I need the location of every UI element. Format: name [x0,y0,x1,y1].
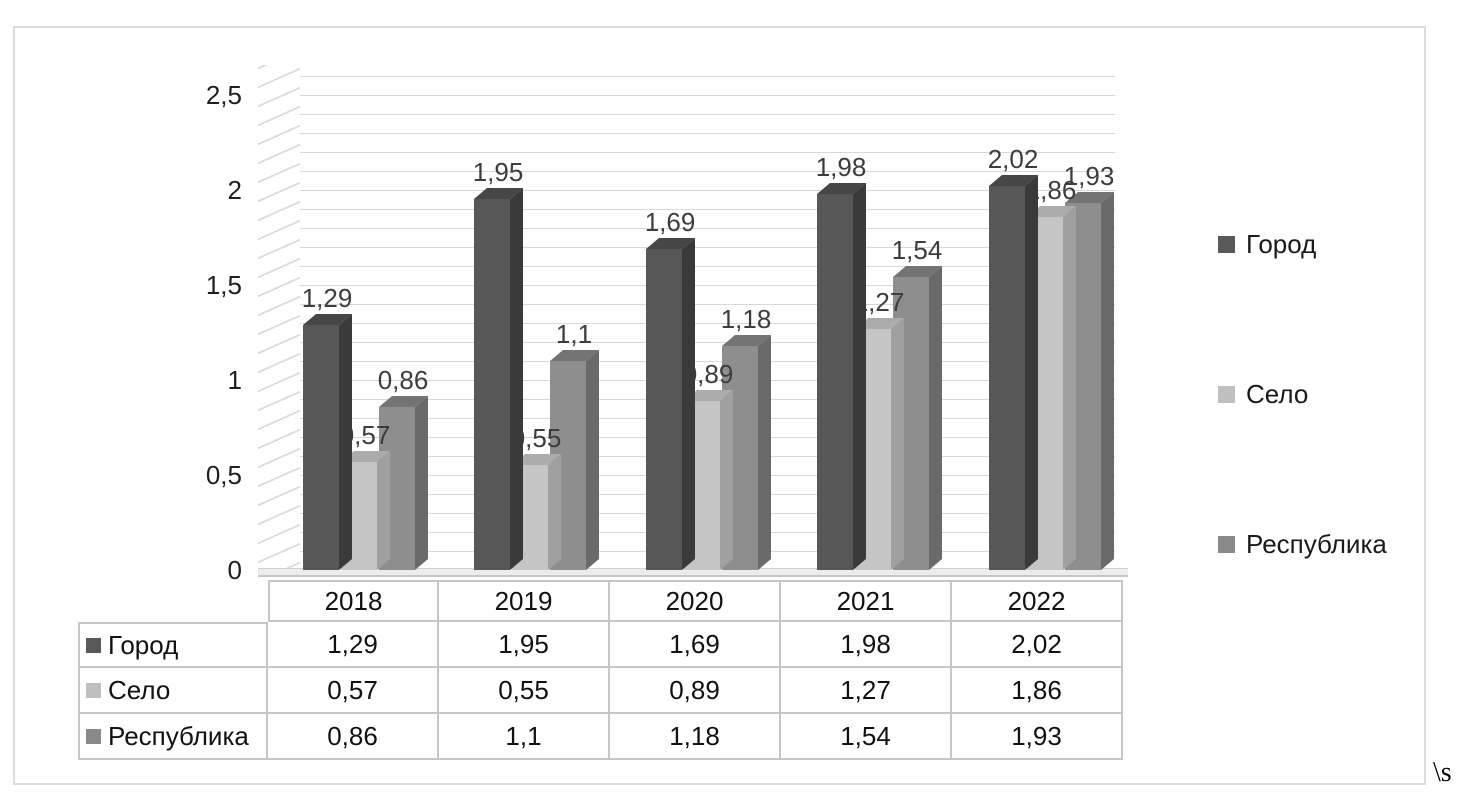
table-cell-gorod-2020[interactable]: 1,69 [610,622,781,668]
bar-top-face-respublika-2018 [379,396,428,407]
bar-side-face-respublika-2020 [758,335,771,570]
y-axis-tick-label: 2,5 [205,80,242,110]
table-cell-selo-2018[interactable]: 0,57 [268,668,439,714]
bar-side-face-respublika-2019 [586,350,599,570]
table-col-header-2018[interactable]: 2018 [268,580,439,622]
y-axis-tick-label: 0,5 [205,460,242,490]
bar-top-face-gorod-2021 [817,183,866,194]
table-row-label-text-gorod: Город [108,629,179,660]
bar-value-label-gorod-2018: 1,29 [301,283,353,313]
bar-side-face-respublika-2021 [929,266,942,570]
bar-side-face-gorod-2022 [1025,175,1038,570]
bar-top-face-selo-2019 [512,454,561,465]
bar-top-face-gorod-2020 [646,238,695,249]
legend-label-selo: Село [1246,378,1309,409]
table-cell-gorod-2022[interactable]: 2,02 [952,622,1123,668]
y-axis-tick-label: 2 [227,175,242,205]
legend-label-respublika: Республика [1246,528,1387,559]
bar-gorod-2019[interactable] [474,199,510,570]
bar-side-face-gorod-2021 [853,183,866,570]
table-cell-gorod-2018[interactable]: 1,29 [268,622,439,668]
bar-top-face-respublika-2021 [893,266,942,277]
table-row-label-text-selo: Село [108,674,171,705]
bar-gorod-2018[interactable] [303,325,339,570]
table-cell-respublika-2019[interactable]: 1,1 [439,714,610,760]
bar-side-face-selo-2020 [720,390,733,570]
table-cell-gorod-2019[interactable]: 1,95 [439,622,610,668]
bar-side-face-selo-2021 [891,318,904,570]
table-row-label-selo[interactable]: Село [78,668,268,714]
table-row-label-text-respublika: Республика [108,720,249,751]
bar-value-label-respublika-2019: 1,1 [555,319,593,349]
bar-value-label-gorod-2022: 2,02 [987,144,1039,174]
bar-side-face-respublika-2022 [1101,192,1114,570]
bar-side-face-respublika-2018 [415,396,428,570]
field-code-artifact: \s [1433,757,1452,788]
table-cell-respublika-2020[interactable]: 1,18 [610,714,781,760]
bar-top-face-respublika-2019 [550,350,599,361]
legend-item-respublika[interactable]: Республика [1218,528,1387,559]
bar-side-face-selo-2022 [1063,206,1076,570]
table-col-header-2021[interactable]: 2021 [781,580,952,622]
bar-top-face-gorod-2019 [474,188,523,199]
bar-gorod-2020[interactable] [646,249,682,570]
bar-value-label-gorod-2021: 1,98 [815,152,867,182]
table-swatch-selo [86,682,101,698]
legend-swatch-selo [1218,385,1235,403]
bar-value-label-respublika-2022: 1,93 [1063,161,1115,191]
table-swatch-respublika [86,728,101,744]
bar-top-face-selo-2020 [684,390,733,401]
bar-value-label-gorod-2019: 1,95 [472,157,524,187]
bar-top-face-selo-2018 [341,451,390,462]
bar-value-label-respublika-2021: 1,54 [891,235,943,265]
bar-top-face-gorod-2022 [989,175,1038,186]
table-col-header-2020[interactable]: 2020 [610,580,781,622]
y-axis-tick-label: 1,5 [205,270,242,300]
table-cell-selo-2021[interactable]: 1,27 [781,668,952,714]
table-cell-respublika-2018[interactable]: 0,86 [268,714,439,760]
table-row-label-respublika[interactable]: Республика [78,714,268,760]
bar-gorod-2022[interactable] [989,186,1025,570]
bar-value-label-respublika-2020: 1,18 [720,304,772,334]
table-cell-gorod-2021[interactable]: 1,98 [781,622,952,668]
legend-item-selo[interactable]: Село [1218,378,1309,409]
bar-gorod-2021[interactable] [817,194,853,570]
side-wall-gridlines [258,65,300,570]
table-cell-respublika-2022[interactable]: 1,93 [952,714,1123,760]
table-col-header-2019[interactable]: 2019 [439,580,610,622]
chart-frame: 0 0,5 1 1,5 2 2,5 1,29 0,57 0,86 1,95 0,55 1,1 1,69… [13,26,1426,785]
chart-data-table[interactable]: 2018 2019 2020 2021 2022 Город 1,29 1,95 1,69 1,9… [78,580,1123,760]
y-axis-tick-label: 1 [227,365,242,395]
table-row-label-gorod[interactable]: Город [78,622,268,668]
table-swatch-gorod [86,637,101,653]
table-corner-cell [78,580,268,622]
bar-value-label-respublika-2018: 0,86 [377,365,429,395]
bar-side-face-gorod-2018 [339,314,352,570]
bar-side-face-gorod-2019 [510,188,523,570]
y-axis-tick-label: 0 [227,555,242,585]
legend-swatch-gorod [1218,235,1235,253]
bar-top-face-gorod-2018 [303,314,352,325]
bar-side-face-gorod-2020 [682,238,695,570]
table-cell-selo-2020[interactable]: 0,89 [610,668,781,714]
legend-item-gorod[interactable]: Город [1218,228,1317,259]
bar-top-face-respublika-2022 [1065,192,1114,203]
legend-swatch-respublika [1218,535,1235,553]
bar-side-face-selo-2019 [548,454,561,570]
bar-value-label-gorod-2020: 1,69 [644,207,696,237]
chart-3d-side-wall [258,65,300,570]
legend-label-gorod: Город [1246,228,1317,259]
bar-top-face-selo-2021 [855,318,904,329]
bar-top-face-selo-2022 [1027,206,1076,217]
table-cell-selo-2019[interactable]: 0,55 [439,668,610,714]
bar-side-face-selo-2018 [377,451,390,570]
bar-top-face-respublika-2020 [722,335,771,346]
table-cell-respublika-2021[interactable]: 1,54 [781,714,952,760]
table-cell-selo-2022[interactable]: 1,86 [952,668,1123,714]
table-col-header-2022[interactable]: 2022 [952,580,1123,622]
